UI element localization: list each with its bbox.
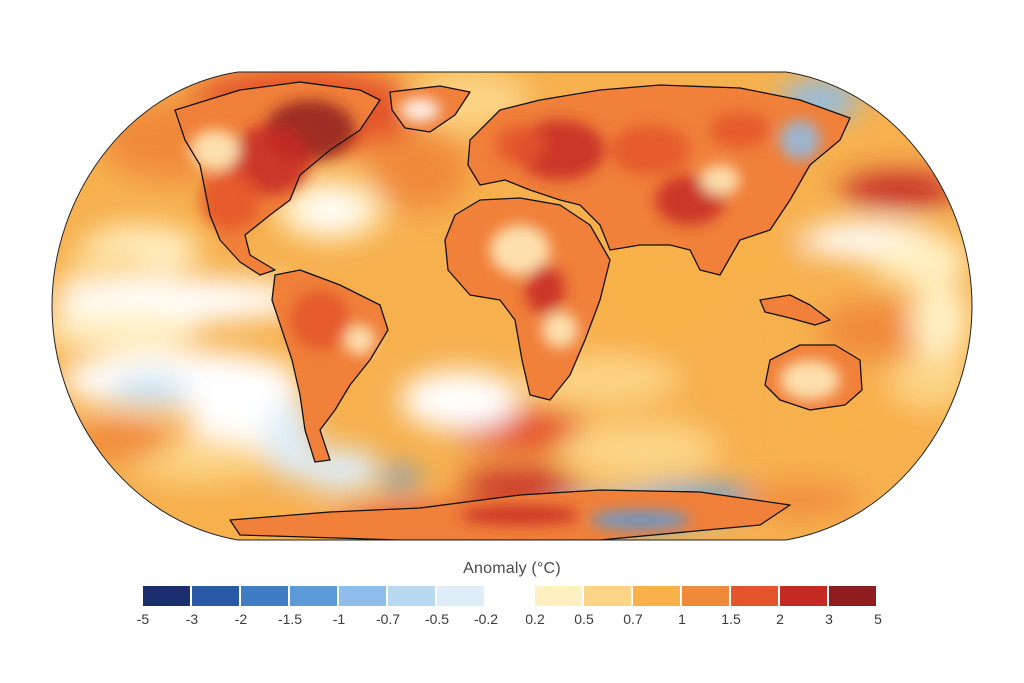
legend-swatch xyxy=(829,586,876,606)
legend-swatch xyxy=(388,586,435,606)
ocean-anomaly-patch xyxy=(70,420,170,460)
coastline-se-asia-islands xyxy=(759,294,831,326)
ocean-anomaly-patch xyxy=(400,370,520,430)
land-anomaly-patch xyxy=(230,125,310,195)
coastline-antarctica xyxy=(229,489,791,540)
land-anomaly-field xyxy=(190,98,840,530)
legend-swatch xyxy=(584,586,631,606)
legend-tick-label: 1 xyxy=(678,611,686,627)
ocean-anomaly-patch xyxy=(560,420,720,480)
legend-tick-label: -1 xyxy=(332,611,346,627)
legend-swatch xyxy=(437,586,484,606)
legend-colorbar xyxy=(143,586,878,606)
coastline-south-america xyxy=(271,269,389,463)
land-anomaly-patch xyxy=(200,170,260,230)
ocean-anomaly-patch xyxy=(370,130,470,210)
land-se-asia-islands xyxy=(760,295,830,325)
coastline-africa xyxy=(444,197,611,401)
legend-tick-label: 3 xyxy=(825,611,833,627)
ocean-anomaly-patch xyxy=(870,235,970,285)
map-field xyxy=(52,72,972,540)
ocean-anomaly-patch xyxy=(265,400,315,480)
ocean-anomaly-patch xyxy=(910,280,970,360)
land-anomaly-patch xyxy=(290,290,350,350)
land-anomaly-patch xyxy=(700,165,740,195)
coastline-north-america xyxy=(174,81,381,276)
land-anomaly-patch xyxy=(780,360,840,400)
legend-swatch xyxy=(339,586,386,606)
legend-swatch xyxy=(682,586,729,606)
legend-tick-label: 0.2 xyxy=(525,611,545,627)
legend-swatch xyxy=(192,586,239,606)
legend-tick-label: -1.5 xyxy=(277,611,303,627)
land-anomaly-patch xyxy=(190,130,240,170)
legend-tick-label: -0.2 xyxy=(473,611,499,627)
ocean-anomaly-patch xyxy=(300,448,380,492)
land-anomaly-patch xyxy=(610,125,690,175)
land-anomaly-patch xyxy=(460,505,580,525)
legend-swatch xyxy=(143,586,190,606)
ocean-anomaly-patch xyxy=(380,468,420,488)
legend-swatch xyxy=(780,586,827,606)
legend-tick-label: -2 xyxy=(234,611,248,627)
ocean-anomaly-patch xyxy=(52,310,200,350)
legend-swatch xyxy=(535,586,582,606)
legend-tick-label: -0.7 xyxy=(375,611,401,627)
ocean-anomaly-patch xyxy=(890,350,970,410)
land-anomaly-patch xyxy=(525,265,565,315)
ocean-anomaly-patch xyxy=(300,192,360,228)
legend-tick-label: 5 xyxy=(874,611,882,627)
legend-tick-label: 1.5 xyxy=(721,611,741,627)
legend-tick-labels: -5 -3 -2 -1.5 -1 -0.7 -0.5 -0.2 0.2 0.5 0.7 1 1.5 2 3 5 xyxy=(0,611,1024,631)
legend-tick-label: -3 xyxy=(185,611,199,627)
ocean-anomaly-patch xyxy=(130,438,270,482)
land-anomaly-patch xyxy=(710,112,770,148)
ocean-anomaly-patch xyxy=(840,172,960,208)
map-canvas xyxy=(51,71,973,541)
legend-swatch xyxy=(633,586,680,606)
land-anomaly-patch xyxy=(345,325,375,355)
land-anomaly-patch xyxy=(590,510,690,530)
land-anomaly-patch xyxy=(495,125,545,165)
coastline-europe-asia xyxy=(467,84,851,276)
land-anomaly-patch xyxy=(780,120,820,160)
legend-tick-label: -0.5 xyxy=(424,611,450,627)
coastlines xyxy=(174,81,863,540)
legend-swatch xyxy=(241,586,288,606)
land-anomaly-patch xyxy=(400,98,440,122)
legend-swatch xyxy=(290,586,337,606)
ocean-anomaly-patch xyxy=(110,378,190,402)
coastline-australia xyxy=(764,344,863,411)
legend-tick-label: 2 xyxy=(776,611,784,627)
land-anomaly-patch xyxy=(490,225,550,275)
legend-title: Anomaly (°C) xyxy=(463,560,561,577)
ocean-anomaly-patch xyxy=(820,300,940,360)
coastline-greenland xyxy=(389,85,471,133)
legend-tick-label: -5 xyxy=(136,611,150,627)
legend-tick-label: 0.5 xyxy=(574,611,594,627)
map-outline xyxy=(51,71,973,541)
ocean-anomaly-patch xyxy=(720,230,800,290)
legend-swatch xyxy=(486,586,533,606)
land-anomaly-patch xyxy=(542,312,578,348)
legend-swatch xyxy=(731,586,778,606)
legend-tick-label: 0.7 xyxy=(623,611,643,627)
